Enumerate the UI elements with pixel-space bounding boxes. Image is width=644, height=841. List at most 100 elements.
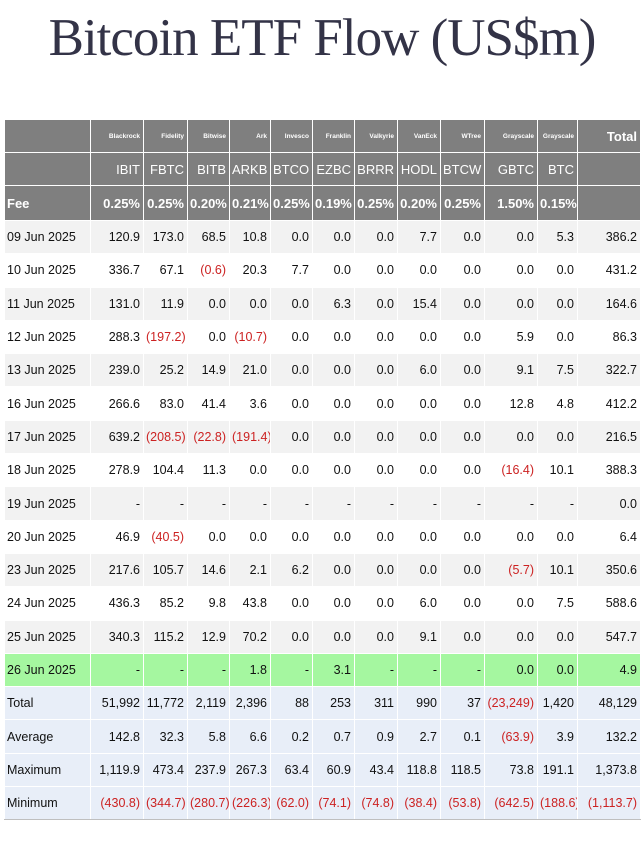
flow-cell: - [354,486,398,521]
stat-cell: 3.9 [537,719,578,754]
table-row: 12 Jun 2025 288.3 (197.2) 0.0 (10.7) 0.0 0.0 0.… [4,319,641,355]
flow-cell: 21.0 [229,353,271,388]
row-total: 86.3 [577,319,641,355]
flow-cell: 25.2 [143,353,188,388]
flow-cell: 46.9 [90,519,144,554]
flow-cell: 0.0 [537,286,578,321]
issuer-header: Fidelity [143,119,188,153]
flow-cell: 15.4 [397,286,441,321]
stat-cell: 2,396 [229,686,271,721]
table-row: 11 Jun 2025 131.0 11.9 0.0 0.0 0.0 6.3 0.0 15.4 0… [4,286,641,321]
fee-label: Fee [4,185,91,221]
flow-cell: - [270,652,313,688]
page-title: Bitcoin ETF Flow (US$m) [48,9,597,67]
ticker-header: BITB [187,152,230,186]
row-date: 25 Jun 2025 [4,619,91,654]
row-total: 216.5 [577,419,641,455]
fee-cell: 0.21% [229,185,271,221]
etf-flow-table: Blackrock Fidelity Bitwise Ark Invesco Frankl… [4,119,641,821]
flow-cell: 0.0 [312,319,355,355]
flow-cell: (22.8) [187,419,230,455]
stat-cell: 0.9 [354,719,398,754]
row-date: 09 Jun 2025 [4,219,91,255]
stat-cell: 51,992 [90,686,144,721]
flow-cell: 0.0 [484,519,538,554]
flow-cell: 0.0 [484,419,538,455]
flow-cell: 0.0 [440,319,485,355]
flow-cell: 0.0 [354,286,398,321]
stat-total: 132.2 [577,719,641,754]
flow-cell: - [143,652,188,688]
flow-cell: 0.0 [312,253,355,288]
stat-cell: 142.8 [90,719,144,754]
flow-cell: 0.0 [270,319,313,355]
flow-cell: 0.0 [270,619,313,654]
row-date: 11 Jun 2025 [4,286,91,321]
row-date: 26 Jun 2025 [4,652,91,688]
row-date: 13 Jun 2025 [4,353,91,388]
row-total: 0.0 [577,486,641,521]
flow-cell: 131.0 [90,286,144,321]
table-row: 24 Jun 2025 436.3 85.2 9.8 43.8 0.0 0.0 0.0 6.0 0… [4,586,641,621]
stat-cell: 88 [270,686,313,721]
flow-cell: - [229,486,271,521]
fee-cell: 0.20% [187,185,230,221]
flow-cell: 0.0 [440,519,485,554]
flow-cell: 0.0 [354,552,398,588]
issuer-header: Grayscale [537,119,578,153]
flow-cell: 266.6 [90,386,144,421]
table-row: 09 Jun 2025 120.9 173.0 68.5 10.8 0.0 0.0 0.0 7.… [4,219,641,255]
ticker-header: EZBC [312,152,355,186]
fee-cell: 0.19% [312,185,355,221]
flow-cell: 14.6 [187,552,230,588]
flow-cell: 70.2 [229,619,271,654]
flow-cell: 436.3 [90,586,144,621]
stat-cell: (280.7) [187,786,230,821]
stat-cell: 32.3 [143,719,188,754]
flow-cell: 0.0 [354,253,398,288]
flow-cell: 0.0 [440,453,485,488]
flow-cell: 0.0 [537,519,578,554]
stat-cell: 990 [397,686,441,721]
flow-cell: - [537,486,578,521]
flow-cell: 0.0 [354,419,398,455]
row-total: 588.6 [577,586,641,621]
issuer-header: Grayscale [484,119,538,153]
flow-cell: 9.8 [187,586,230,621]
flow-cell: - [440,486,485,521]
stat-cell: 253 [312,686,355,721]
flow-cell: 0.0 [354,319,398,355]
flow-cell: (197.2) [143,319,188,355]
row-total: 547.7 [577,619,641,654]
stat-cell: 2.7 [397,719,441,754]
ticker-header: BRRR [354,152,398,186]
flow-cell: 9.1 [397,619,441,654]
stat-cell: (23,249) [484,686,538,721]
flow-cell: 0.0 [397,386,441,421]
stat-cell: 0.1 [440,719,485,754]
flow-cell: 0.0 [312,386,355,421]
ticker-header: BTCW [440,152,485,186]
flow-cell: 0.0 [270,519,313,554]
flow-cell: 239.0 [90,353,144,388]
flow-cell: 1.8 [229,652,271,688]
stat-cell: (62.0) [270,786,313,821]
flow-cell: 0.0 [397,319,441,355]
flow-cell: 7.5 [537,586,578,621]
stat-cell: 2,119 [187,686,230,721]
stat-cell: (226.3) [229,786,271,821]
flow-cell: 83.0 [143,386,188,421]
ticker-header: FBTC [143,152,188,186]
flow-cell: 217.6 [90,552,144,588]
flow-cell: (16.4) [484,453,538,488]
flow-cell: 639.2 [90,419,144,455]
row-total: 322.7 [577,353,641,388]
flow-cell: 0.0 [187,319,230,355]
row-total: 4.9 [577,652,641,688]
issuer-header: Valkyrie [354,119,398,153]
flow-cell: - [312,486,355,521]
flow-cell: 0.0 [440,353,485,388]
flow-cell: (208.5) [143,419,188,455]
flow-cell: 9.1 [484,353,538,388]
stat-total: 48,129 [577,686,641,721]
